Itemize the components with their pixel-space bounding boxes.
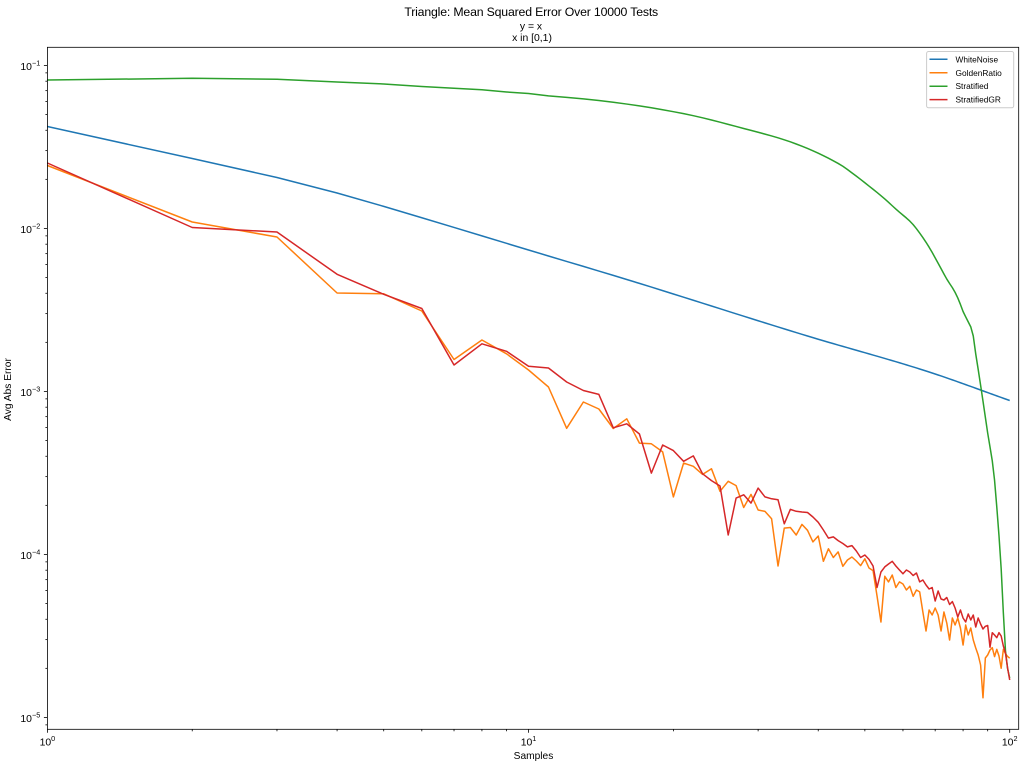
svg-text:y = x: y = x [520, 21, 543, 32]
svg-text:Avg Abs Error: Avg Abs Error [3, 358, 14, 421]
svg-text:WhiteNoise: WhiteNoise [956, 54, 999, 64]
svg-text:GoldenRatio: GoldenRatio [956, 68, 1003, 78]
svg-text:StratifiedGR: StratifiedGR [956, 95, 1001, 105]
svg-text:Samples: Samples [514, 751, 554, 762]
svg-text:x in [0,1): x in [0,1) [512, 33, 552, 44]
svg-text:Stratified: Stratified [956, 81, 989, 91]
svg-text:Triangle: Mean Squared Error O: Triangle: Mean Squared Error Over 10000 … [404, 5, 658, 19]
